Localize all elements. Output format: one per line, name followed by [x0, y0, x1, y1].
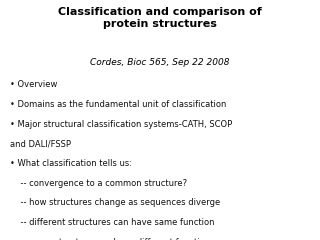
Text: • Overview: • Overview: [10, 80, 57, 89]
Text: -- different structures can have same function: -- different structures can have same fu…: [10, 218, 214, 227]
Text: Classification and comparison of
protein structures: Classification and comparison of protein…: [58, 7, 262, 29]
Text: -- same structure can have different function: -- same structure can have different fun…: [10, 238, 210, 240]
Text: • Major structural classification systems-CATH, SCOP: • Major structural classification system…: [10, 120, 232, 129]
Text: -- convergence to a common structure?: -- convergence to a common structure?: [10, 179, 187, 188]
Text: • What classification tells us:: • What classification tells us:: [10, 159, 132, 168]
Text: • Domains as the fundamental unit of classification: • Domains as the fundamental unit of cla…: [10, 100, 226, 109]
Text: and DALI/FSSP: and DALI/FSSP: [10, 139, 71, 148]
Text: Cordes, Bioc 565, Sep 22 2008: Cordes, Bioc 565, Sep 22 2008: [90, 58, 230, 66]
Text: -- how structures change as sequences diverge: -- how structures change as sequences di…: [10, 198, 220, 207]
